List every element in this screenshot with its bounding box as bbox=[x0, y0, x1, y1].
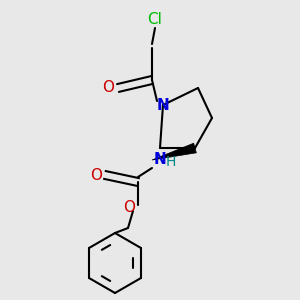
Text: N: N bbox=[157, 98, 169, 112]
Text: O: O bbox=[123, 200, 135, 214]
Polygon shape bbox=[152, 143, 196, 160]
Text: Cl: Cl bbox=[148, 13, 162, 28]
Text: H: H bbox=[166, 155, 176, 169]
Text: O: O bbox=[90, 167, 102, 182]
Text: N: N bbox=[154, 152, 167, 167]
Text: O: O bbox=[102, 80, 114, 95]
